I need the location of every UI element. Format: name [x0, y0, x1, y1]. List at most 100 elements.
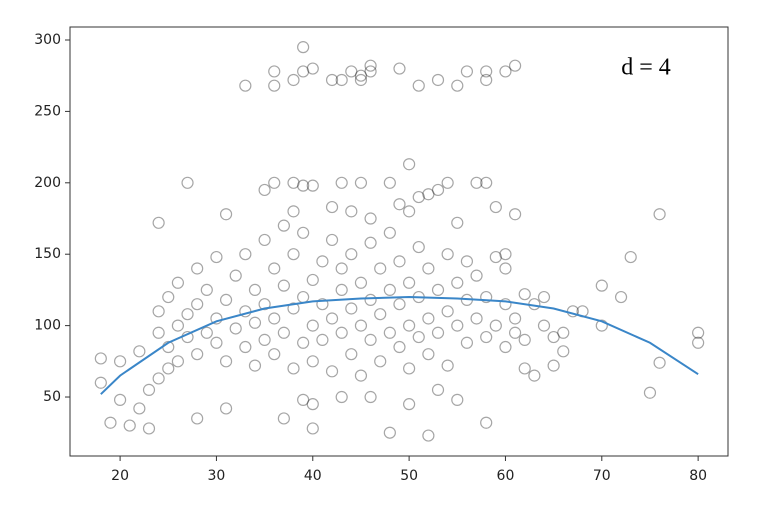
point — [268, 262, 281, 275]
point — [412, 190, 425, 204]
x-tick-label: 50 — [400, 468, 418, 484]
point — [595, 279, 608, 292]
x-tick-label: 80 — [689, 468, 707, 484]
point — [451, 79, 464, 92]
point — [258, 298, 271, 311]
point — [181, 308, 194, 321]
point — [210, 336, 223, 349]
point — [219, 355, 233, 368]
point — [393, 298, 406, 311]
point — [191, 412, 204, 425]
point — [113, 355, 127, 368]
point — [152, 305, 165, 318]
point — [297, 41, 310, 54]
point — [277, 279, 290, 292]
point — [422, 429, 435, 442]
point — [162, 290, 175, 304]
point — [325, 365, 339, 378]
point — [393, 62, 406, 75]
y-tick-label: 200 — [34, 175, 61, 191]
point — [171, 276, 185, 289]
point — [499, 262, 512, 275]
point — [412, 240, 425, 254]
fit-line — [100, 296, 699, 395]
point — [248, 359, 262, 372]
point — [508, 59, 522, 72]
point — [210, 312, 223, 325]
point — [489, 200, 502, 214]
point — [297, 290, 310, 304]
point — [431, 73, 445, 87]
point — [335, 390, 348, 404]
point — [200, 326, 213, 339]
point — [258, 183, 271, 197]
point — [364, 59, 377, 72]
point — [537, 290, 551, 304]
point — [460, 336, 474, 349]
point — [229, 269, 242, 282]
point — [489, 319, 502, 332]
point — [94, 376, 107, 389]
point — [345, 348, 358, 361]
point — [489, 250, 502, 264]
point — [335, 283, 348, 297]
point — [374, 262, 387, 275]
point — [248, 283, 262, 297]
point — [393, 198, 406, 211]
point — [518, 288, 531, 301]
point — [480, 330, 493, 344]
point — [460, 65, 474, 78]
point — [451, 319, 464, 332]
point — [451, 393, 464, 406]
point — [499, 248, 512, 261]
point — [335, 176, 348, 189]
point — [325, 312, 339, 325]
point — [268, 79, 281, 92]
point — [297, 65, 310, 78]
y-tick-label: 300 — [34, 32, 61, 48]
point — [297, 336, 310, 349]
point — [306, 398, 319, 411]
point — [499, 65, 512, 78]
point — [653, 356, 666, 369]
point — [431, 326, 445, 339]
point — [171, 319, 185, 332]
x-tick-label: 60 — [497, 468, 515, 484]
point — [441, 248, 454, 261]
point — [499, 298, 512, 311]
point — [451, 216, 464, 229]
point — [624, 250, 637, 264]
point — [297, 226, 310, 239]
point — [537, 319, 551, 332]
point — [133, 345, 146, 358]
point — [94, 352, 107, 365]
point — [374, 355, 387, 368]
point — [412, 79, 425, 92]
point — [152, 326, 165, 339]
point — [200, 283, 213, 297]
x-tick-label: 20 — [111, 468, 129, 484]
point — [364, 390, 377, 404]
point — [364, 212, 377, 225]
x-tick-label: 30 — [208, 468, 226, 484]
point — [335, 73, 348, 87]
point — [191, 262, 204, 275]
point — [431, 383, 445, 396]
point — [316, 333, 329, 346]
point — [133, 402, 146, 415]
point — [335, 262, 348, 275]
point — [191, 298, 204, 311]
x-tick-label: 40 — [304, 468, 322, 484]
point — [614, 290, 628, 304]
point — [191, 348, 204, 361]
point — [162, 362, 175, 375]
point — [306, 179, 319, 192]
point — [325, 73, 339, 87]
point — [422, 188, 435, 201]
point — [499, 340, 512, 354]
point — [268, 176, 281, 189]
point — [219, 208, 233, 221]
y-tick-label: 150 — [34, 246, 61, 262]
point — [142, 383, 156, 396]
point — [219, 402, 233, 415]
